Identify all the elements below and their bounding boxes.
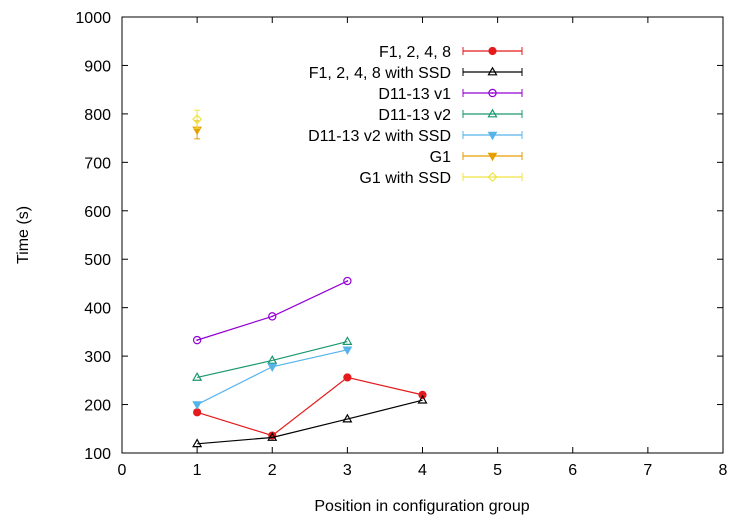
- y-tick-label: 400: [84, 301, 111, 318]
- legend: F1, 2, 4, 8 F1, 2, 4, 8 with SSD D11-13 v1…: [308, 44, 523, 187]
- data-point: [192, 372, 203, 381]
- legend-marker: [487, 66, 498, 76]
- tick-labels: 0 1 2 3 4 5 6 7 8 100 200 300 400 500 600 700 800 900 1000: [75, 10, 727, 479]
- data-point: [192, 438, 203, 448]
- data-point: [192, 401, 202, 410]
- y-tick-label: 200: [84, 398, 111, 415]
- legend-label: F1, 2, 4, 8: [379, 44, 451, 61]
- axis-ticks: [121, 16, 724, 454]
- y-tick-label: 900: [84, 58, 111, 75]
- y-tick-label: 800: [84, 107, 111, 124]
- y-tick-label: 300: [84, 349, 111, 366]
- data-point: [267, 432, 278, 441]
- legend-label: D11-13 v1: [378, 86, 451, 103]
- series-0: [193, 373, 427, 440]
- data-point: [342, 336, 353, 345]
- legend-item: D11-13 v2: [378, 107, 523, 124]
- y-tick-label: 1000: [75, 10, 111, 27]
- x-axis-title: Position in configuration group: [314, 498, 529, 515]
- legend-item: D11-13 v1: [378, 86, 523, 103]
- data-point: [267, 363, 278, 372]
- legend-marker: [487, 131, 498, 141]
- x-tick-label: 3: [343, 462, 352, 479]
- data-point: [343, 373, 352, 382]
- data-point-dot: [271, 315, 274, 318]
- data-point: [193, 408, 202, 417]
- y-tick-label: 700: [84, 155, 111, 172]
- x-tick-label: 0: [118, 462, 127, 479]
- legend-label: D11-13 v2: [378, 107, 451, 124]
- data-point: [342, 413, 353, 423]
- y-tick-label: 600: [84, 204, 111, 221]
- x-tick-label: 8: [719, 462, 728, 479]
- data-point: [343, 276, 352, 286]
- data-point-ring: [343, 276, 352, 286]
- data-series: [192, 109, 428, 448]
- data-point-ring: [268, 312, 277, 321]
- legend-item: F1, 2, 4, 8: [379, 44, 523, 61]
- series-4: [192, 346, 353, 410]
- series-1: [192, 394, 428, 448]
- data-point-dot: [196, 339, 199, 342]
- legend-label: F1, 2, 4, 8 with SSD: [309, 65, 451, 82]
- legend-item: F1, 2, 4, 8 with SSD: [309, 65, 523, 82]
- plot-frame: [121, 16, 724, 454]
- data-point: [342, 346, 353, 356]
- legend-item: G1: [430, 149, 523, 166]
- data-point: [267, 355, 278, 364]
- plot-border: [121, 16, 724, 454]
- legend-marker: [488, 88, 497, 98]
- x-tick-label: 7: [643, 462, 652, 479]
- data-point: [192, 114, 203, 125]
- series-line: [196, 340, 348, 379]
- series-line: [196, 349, 348, 406]
- x-tick-label: 6: [568, 462, 577, 479]
- data-point-dot: [346, 280, 349, 282]
- x-tick-label: 1: [193, 462, 202, 479]
- series-6: [192, 109, 203, 129]
- legend-marker: [487, 108, 498, 118]
- data-point: [417, 394, 428, 404]
- series-line: [196, 280, 348, 341]
- legend-marker: [487, 152, 498, 162]
- x-tick-label: 2: [268, 462, 277, 479]
- series-line: [197, 399, 423, 445]
- legend-marker-dot: [491, 92, 494, 94]
- data-point: [192, 335, 202, 345]
- series-3: [192, 336, 353, 381]
- x-tick-label: 5: [493, 462, 502, 479]
- legend-marker: [488, 46, 497, 56]
- y-tick-label: 500: [84, 252, 111, 269]
- legend-item: D11-13 v2 with SSD: [308, 128, 523, 145]
- y-axis-title: Time (s): [15, 206, 32, 264]
- data-point-ring: [192, 335, 202, 345]
- data-point: [268, 312, 277, 321]
- x-tick-label: 4: [418, 462, 427, 479]
- series-2: [192, 276, 352, 345]
- legend-item: G1 with SSD: [359, 170, 523, 187]
- legend-label: G1 with SSD: [359, 170, 451, 187]
- legend-label: D11-13 v2 with SSD: [308, 128, 451, 145]
- legend-marker-ring: [488, 88, 497, 98]
- y-tick-label: 100: [84, 446, 111, 463]
- legend-marker: [487, 171, 498, 183]
- series-line: [196, 376, 423, 437]
- legend-label: G1: [430, 149, 451, 166]
